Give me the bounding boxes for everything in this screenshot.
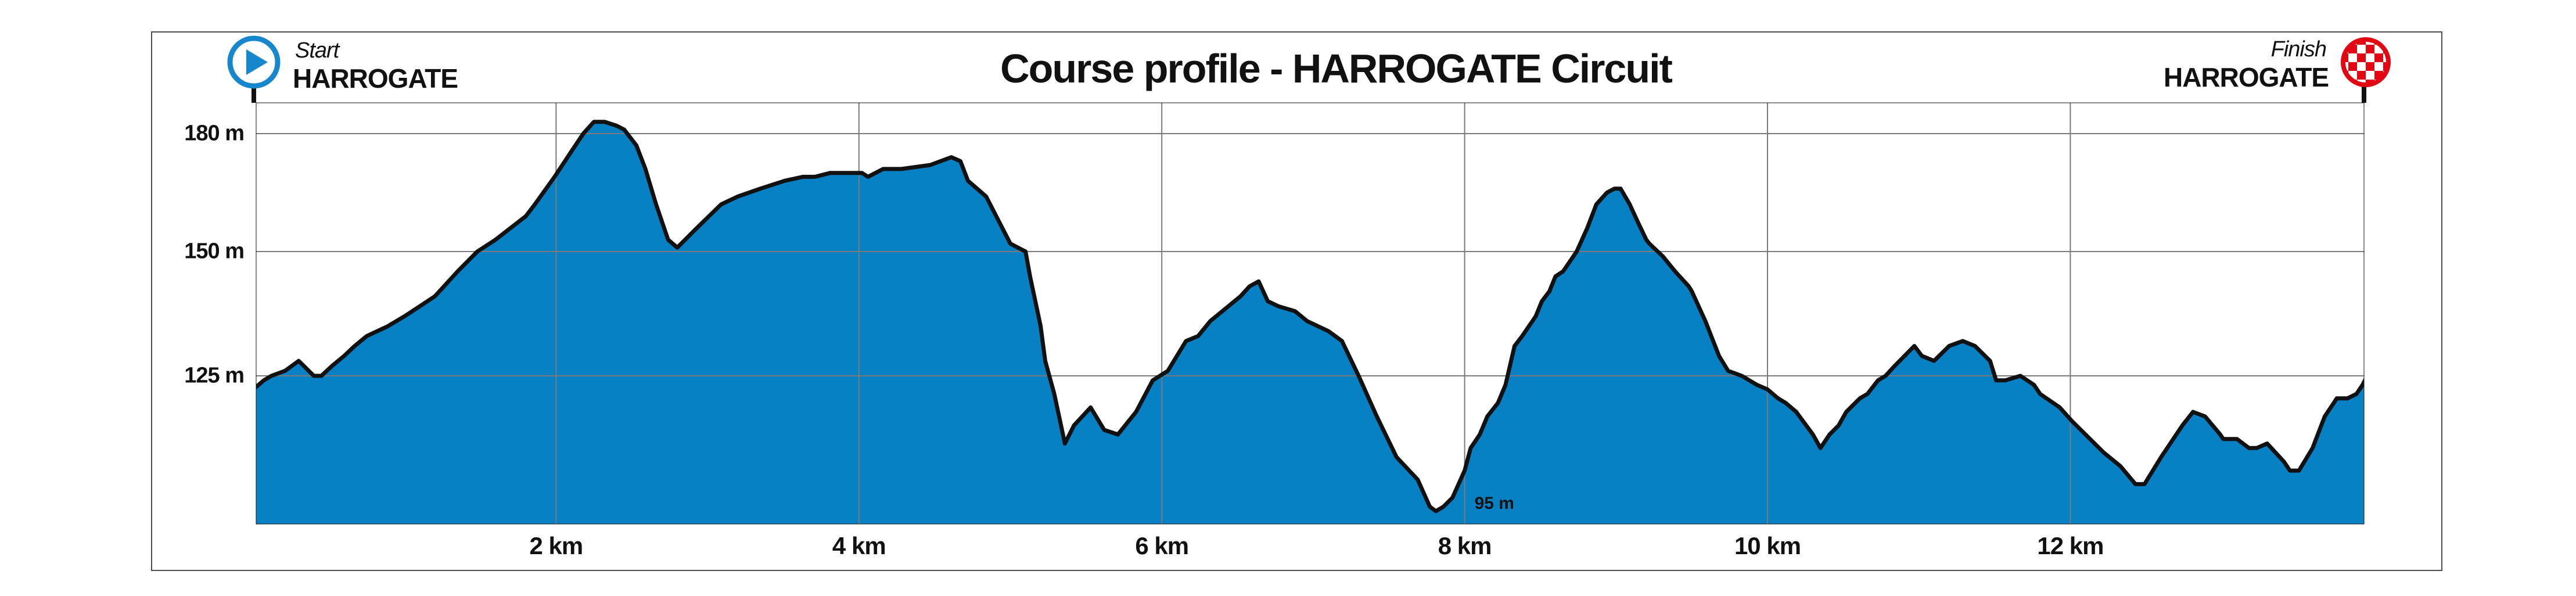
- y-axis-tick-label: 150 m: [184, 239, 245, 264]
- checker-square: [2366, 80, 2374, 84]
- x-axis-tick-label: 6 km: [1135, 532, 1189, 559]
- elevation-line: [256, 120, 2364, 514]
- checker-square: [2344, 41, 2348, 45]
- checker-square: [2366, 62, 2374, 71]
- x-axis-tick-label: 8 km: [1438, 532, 1492, 559]
- finish-city-label: HARROGATE: [2163, 62, 2329, 92]
- x-axis-tick-label: 4 km: [832, 532, 886, 559]
- y-axis-tick-label: 125 m: [184, 363, 245, 388]
- checker-square: [2383, 62, 2387, 71]
- checker-square: [2348, 62, 2357, 71]
- finish-label: Finish: [2270, 37, 2327, 62]
- x-axis-tick-label: 10 km: [1734, 532, 1801, 559]
- checker-square: [2344, 53, 2348, 62]
- plot-frame: [256, 102, 2365, 525]
- checker-square: [2366, 45, 2374, 53]
- finish-flag-icon: [2341, 37, 2391, 87]
- checker-square: [2357, 41, 2366, 45]
- figure-outer-border: [151, 31, 2442, 571]
- x-axis-tick-label: 12 km: [2037, 532, 2104, 559]
- min-elevation-annotation: 95 m: [1474, 494, 1514, 513]
- play-icon: [246, 49, 268, 75]
- start-label: Start: [295, 38, 339, 63]
- checker-square: [2374, 53, 2383, 62]
- checker-square: [2357, 53, 2366, 62]
- start-city-label: HARROGATE: [293, 63, 458, 94]
- y-axis-tick-label: 180 m: [184, 121, 245, 146]
- x-axis-tick-label: 2 km: [529, 532, 584, 559]
- checker-square: [2383, 80, 2387, 84]
- chart-title: Course profile - HARROGATE Circuit: [1000, 46, 1673, 91]
- checker-square: [2357, 71, 2366, 80]
